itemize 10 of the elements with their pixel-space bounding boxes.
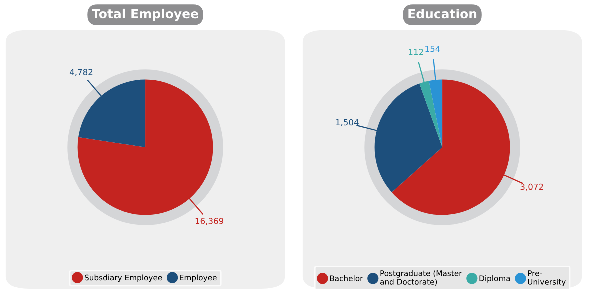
data-label: 16,369	[196, 218, 224, 226]
data-label: 154	[426, 46, 440, 52]
chart-title: Education	[408, 9, 477, 19]
pie-slice	[78, 80, 146, 148]
data-label: 4,782	[70, 69, 93, 76]
chart-title: Total Employee	[92, 8, 198, 22]
data-label: 112	[409, 49, 424, 56]
data-label: 3,072	[520, 184, 544, 192]
pie-slice	[78, 80, 214, 216]
data-label: 1,504	[336, 119, 359, 126]
